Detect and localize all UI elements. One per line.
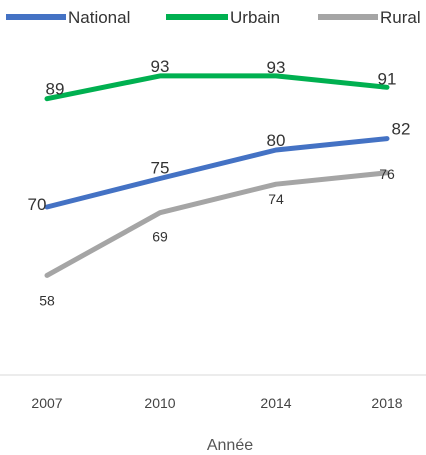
data-label-national-2014: 80 — [267, 131, 286, 150]
x-axis-title: Année — [207, 437, 253, 454]
data-label-national-2007: 70 — [28, 195, 47, 214]
data-label-rural-2018: 76 — [379, 166, 395, 182]
x-tick-2018: 2018 — [371, 395, 402, 411]
x-axis-ticks: 2007 2010 2014 2018 — [31, 395, 402, 411]
data-label-national-2018: 82 — [392, 120, 411, 139]
plot-area — [44, 73, 390, 278]
series-line-rural — [44, 170, 390, 278]
legend-label-urbain: Urbain — [230, 8, 280, 27]
legend: National Urbain Rural — [6, 8, 421, 27]
data-label-rural-2007: 58 — [39, 292, 55, 308]
legend-label-rural: Rural — [380, 8, 421, 27]
data-label-national-2010: 75 — [151, 159, 170, 178]
x-tick-2010: 2010 — [144, 395, 175, 411]
data-label-rural-2014: 74 — [268, 191, 284, 207]
data-label-rural-2010: 69 — [152, 229, 168, 245]
data-label-urbain-2010: 93 — [151, 57, 170, 76]
data-label-urbain-2007: 89 — [46, 80, 65, 99]
data-label-urbain-2014: 93 — [267, 58, 286, 77]
series-line-national — [44, 136, 390, 210]
x-tick-2007: 2007 — [31, 395, 62, 411]
x-tick-2014: 2014 — [260, 395, 291, 411]
data-labels: 70 75 80 82 89 93 93 91 58 69 74 76 — [28, 57, 411, 308]
legend-label-national: National — [68, 8, 130, 27]
data-label-urbain-2018: 91 — [378, 69, 397, 88]
series-line-urbain — [44, 73, 390, 102]
